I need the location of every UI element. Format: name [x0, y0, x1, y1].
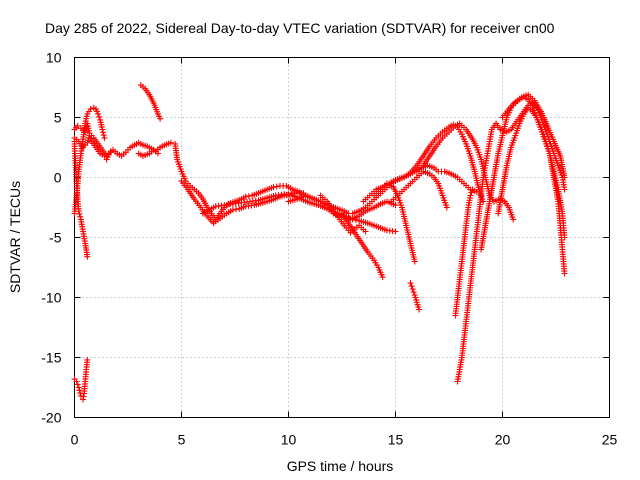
data-point: [74, 122, 81, 129]
series-arc18: [388, 168, 450, 211]
data-marks: [71, 82, 568, 403]
data-point: [443, 204, 450, 211]
data-point: [75, 384, 82, 391]
data-point: [409, 286, 416, 293]
data-point: [352, 217, 359, 224]
y-axis-label: SDTVAR / TECUs: [7, 181, 23, 293]
y-tick-label: -15: [41, 350, 61, 366]
data-point: [469, 186, 476, 193]
data-point: [467, 192, 474, 199]
x-axis-label: GPS time / hours: [287, 458, 394, 474]
data-point: [154, 150, 161, 157]
data-point: [416, 306, 423, 313]
data-point: [87, 135, 94, 142]
data-point: [157, 115, 164, 122]
series-arc16: [371, 180, 418, 265]
data-point: [95, 110, 102, 117]
data-point: [561, 186, 568, 193]
series-arc3: [71, 132, 174, 163]
data-point: [411, 258, 418, 265]
data-point: [392, 202, 399, 209]
x-tick-label: 10: [281, 432, 297, 448]
data-point: [473, 188, 480, 195]
data-point: [233, 206, 240, 213]
data-point: [76, 387, 83, 394]
data-point: [362, 228, 369, 235]
data-point: [77, 392, 84, 399]
x-tick-labels: 0 5 10 15 20 25: [71, 432, 618, 448]
data-point: [101, 134, 108, 141]
series-arc13: [339, 210, 386, 281]
series-arc6: [71, 356, 91, 403]
y-tick-label: -20: [41, 410, 61, 426]
series-arc24: [499, 91, 568, 181]
plot-frame: [74, 57, 610, 418]
series-arc4: [71, 120, 114, 159]
data-point: [84, 356, 91, 363]
data-point: [100, 132, 107, 139]
data-point: [468, 189, 475, 196]
data-point: [270, 184, 277, 191]
data-point: [407, 280, 414, 287]
data-point: [242, 193, 249, 200]
data-point: [392, 228, 399, 235]
series-arc23: [495, 104, 568, 277]
data-point: [74, 381, 81, 388]
x-tick-label: 25: [602, 432, 618, 448]
y-tick-label: -10: [41, 290, 61, 306]
data-point: [77, 213, 84, 220]
series-arc12: [317, 192, 369, 236]
data-point: [107, 148, 114, 155]
series-arc5: [135, 146, 161, 159]
data-point: [273, 183, 280, 190]
data-point: [510, 216, 517, 223]
data-point: [84, 253, 91, 260]
data-point: [410, 289, 417, 296]
data-point: [167, 139, 174, 146]
data-point: [87, 106, 94, 113]
series-arc17: [407, 280, 423, 313]
data-point: [100, 129, 107, 136]
data-point: [96, 113, 103, 120]
series-arc20: [452, 186, 476, 319]
y-tick-label: 5: [54, 110, 62, 126]
x-tick-label: 0: [71, 432, 79, 448]
data-point: [408, 283, 415, 290]
data-point: [73, 378, 80, 385]
x-tick-label: 15: [388, 432, 404, 448]
data-point: [82, 128, 89, 135]
data-point: [229, 206, 236, 213]
series-arc7: [137, 82, 164, 122]
y-tick-label: 0: [54, 170, 62, 186]
data-point: [379, 274, 386, 281]
y-tick-label: 10: [46, 50, 62, 66]
data-point: [561, 270, 568, 277]
y-tick-label: -5: [49, 230, 62, 246]
series-arc2: [71, 104, 108, 217]
data-point: [245, 193, 252, 200]
chart-title: Day 285 of 2022, Sidereal Day-to-day VTE…: [45, 20, 555, 36]
x-tick-label: 5: [178, 432, 186, 448]
y-tick-labels: 10 5 0 -5 -10 -15 -20: [41, 50, 61, 426]
data-point: [99, 126, 106, 133]
x-tick-label: 20: [495, 432, 511, 448]
data-point: [561, 174, 568, 181]
